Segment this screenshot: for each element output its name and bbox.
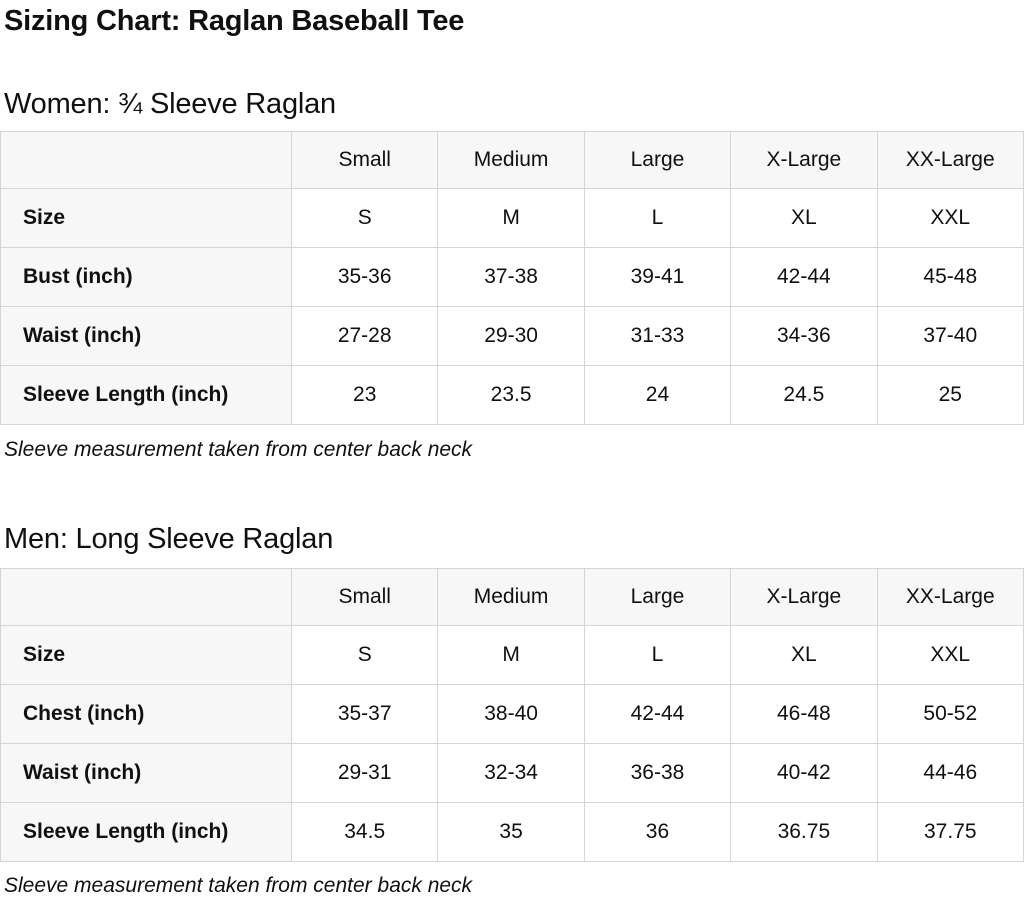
size-value-cell: 31-33 [583, 306, 732, 366]
size-value-cell: 40-42 [730, 743, 878, 803]
size-value-cell: 42-44 [730, 247, 878, 307]
size-value-cell: XL [730, 188, 878, 248]
size-value-cell: 24.5 [730, 365, 878, 425]
size-value-cell: 23.5 [437, 365, 585, 425]
page-title: Sizing Chart: Raglan Baseball Tee [4, 5, 465, 37]
size-value-cell: S [290, 188, 439, 248]
women-sizing-table: Small Medium Large X-Large XX-Large Size S M L XL… [0, 131, 1024, 425]
size-value-cell: 34-36 [730, 306, 878, 366]
size-value-cell: 35-37 [290, 684, 439, 744]
row-header: Sleeve Length (inch) [0, 365, 292, 425]
row-header: Waist (inch) [0, 306, 292, 366]
size-value-cell: S [290, 625, 439, 685]
size-value-cell: 32-34 [437, 743, 585, 803]
size-value-cell: M [437, 188, 585, 248]
column-header-row: Small Medium Large X-Large XX-Large [0, 568, 1024, 626]
size-value-cell: 36-38 [583, 743, 732, 803]
size-value-cell: L [583, 188, 732, 248]
table-row: Chest (inch) 35-37 38-40 42-44 46-48 50-52 [0, 684, 1024, 744]
sleeve-note-women: Sleeve measurement taken from center bac… [4, 438, 473, 461]
size-value-cell: 27-28 [290, 306, 439, 366]
column-header-x-large: X-Large [730, 131, 878, 189]
size-value-cell: XXL [876, 188, 1024, 248]
size-value-cell: 37-38 [437, 247, 585, 307]
column-header-xx-large: XX-Large [876, 568, 1024, 626]
size-value-cell: 29-31 [290, 743, 439, 803]
sleeve-note-men: Sleeve measurement taken from center bac… [4, 874, 473, 897]
size-value-cell: 44-46 [876, 743, 1024, 803]
size-value-cell: 24 [583, 365, 732, 425]
table-row: Size S M L XL XXL [0, 625, 1024, 685]
column-header-xx-large: XX-Large [876, 131, 1024, 189]
size-value-cell: 36.75 [730, 802, 878, 862]
size-value-cell: XXL [876, 625, 1024, 685]
column-header-large: Large [583, 568, 732, 626]
row-header: Size [0, 625, 292, 685]
size-value-cell: 23 [290, 365, 439, 425]
section-heading-women: Women: ¾ Sleeve Raglan [4, 88, 336, 120]
size-value-cell: 50-52 [876, 684, 1024, 744]
row-header: Bust (inch) [0, 247, 292, 307]
row-header: Sleeve Length (inch) [0, 802, 292, 862]
row-header: Chest (inch) [0, 684, 292, 744]
column-header-medium: Medium [437, 131, 585, 189]
size-value-cell: 35 [437, 802, 585, 862]
column-header-row: Small Medium Large X-Large XX-Large [0, 131, 1024, 189]
table-row: Waist (inch) 29-31 32-34 36-38 40-42 44-46 [0, 743, 1024, 803]
size-value-cell: XL [730, 625, 878, 685]
column-header-medium: Medium [437, 568, 585, 626]
column-header-small: Small [290, 131, 439, 189]
size-value-cell: 45-48 [876, 247, 1024, 307]
row-header: Waist (inch) [0, 743, 292, 803]
size-value-cell: 25 [876, 365, 1024, 425]
size-value-cell: 42-44 [583, 684, 732, 744]
size-value-cell: L [583, 625, 732, 685]
table-row: Size S M L XL XXL [0, 188, 1024, 248]
size-value-cell: M [437, 625, 585, 685]
size-value-cell: 37-40 [876, 306, 1024, 366]
size-value-cell: 29-30 [437, 306, 585, 366]
column-header-x-large: X-Large [730, 568, 878, 626]
table-row: Sleeve Length (inch) 23 23.5 24 24.5 25 [0, 365, 1024, 425]
table-row: Sleeve Length (inch) 34.5 35 36 36.75 37.75 [0, 802, 1024, 862]
column-header-large: Large [583, 131, 732, 189]
size-value-cell: 36 [583, 802, 732, 862]
table-row: Waist (inch) 27-28 29-30 31-33 34-36 37-40 [0, 306, 1024, 366]
section-men: Men: Long Sleeve Raglan Small Medium Large… [0, 463, 1024, 899]
table-row: Bust (inch) 35-36 37-38 39-41 42-44 45-48 [0, 247, 1024, 307]
section-heading-men: Men: Long Sleeve Raglan [4, 523, 334, 555]
corner-cell [0, 568, 292, 626]
corner-cell [0, 131, 292, 189]
section-women: Women: ¾ Sleeve Raglan Small Medium Large X… [0, 40, 1024, 463]
row-header: Size [0, 188, 292, 248]
size-value-cell: 34.5 [290, 802, 439, 862]
column-header-small: Small [290, 568, 439, 626]
size-value-cell: 37.75 [876, 802, 1024, 862]
size-value-cell: 46-48 [730, 684, 878, 744]
men-sizing-table: Small Medium Large X-Large XX-Large Size S M L XL… [0, 568, 1024, 862]
size-value-cell: 35-36 [290, 247, 439, 307]
size-value-cell: 38-40 [437, 684, 585, 744]
size-value-cell: 39-41 [583, 247, 732, 307]
